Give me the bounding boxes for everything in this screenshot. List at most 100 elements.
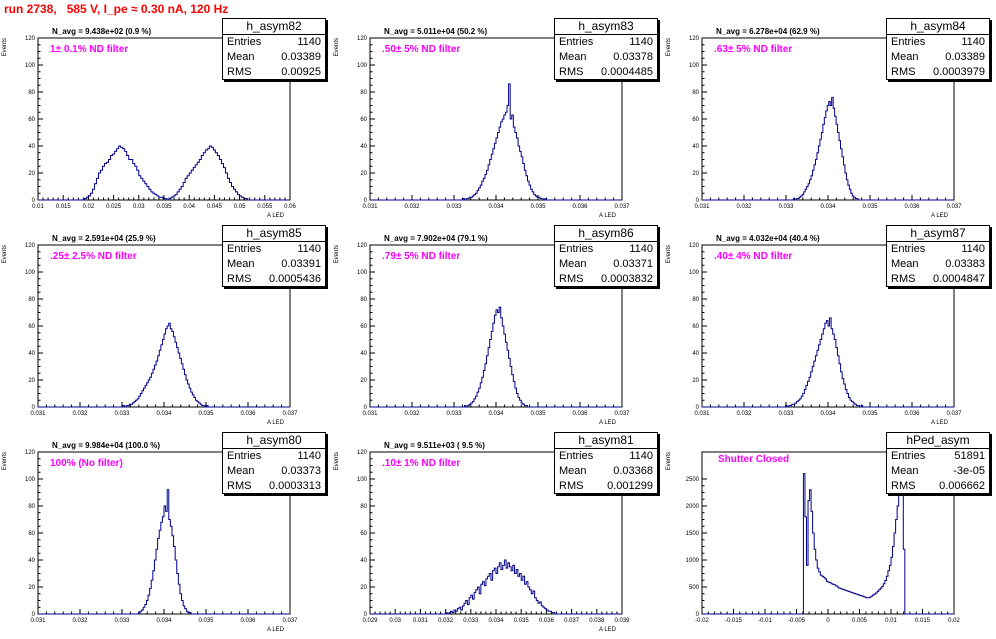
stats-box: h_asym87 Entries 1140 Mean 0.03383 RMS 0.00048…	[886, 225, 990, 287]
histogram-bin	[830, 318, 832, 407]
histogram-bin	[820, 340, 822, 408]
stats-label: Mean	[891, 51, 919, 63]
histogram-plot: 0.031 0.032 0.033 0.034 0.035 0.036 0.037 0 20 40…	[334, 243, 630, 426]
y-tick-label: 40	[360, 351, 367, 357]
stats-value: 0.0004485	[601, 66, 653, 78]
histogram-bin	[886, 576, 888, 614]
x-axis-title: A LED	[267, 420, 285, 426]
histogram-bin	[153, 369, 155, 407]
histogram-panel-h_asym84: 0.031 0.032 0.033 0.034 0.035 0.036 0.037 0 20 40…	[664, 18, 996, 225]
histogram-bin	[162, 340, 164, 408]
histogram-bin	[833, 334, 835, 407]
stats-value: 1140	[629, 36, 653, 48]
stats-label: Mean	[227, 258, 255, 270]
histogram-bin	[503, 565, 505, 614]
histogram-line	[38, 489, 290, 615]
y-tick-label: 40	[28, 558, 35, 564]
histogram-bin	[472, 599, 474, 614]
histogram-bin	[889, 565, 891, 614]
histogram-bin	[833, 584, 835, 614]
y-tick-label: 0	[696, 612, 700, 618]
histogram-bin	[848, 591, 850, 614]
histogram-bin	[826, 111, 827, 200]
stats-histogram-name: h_asym81	[555, 433, 657, 449]
histogram-panel-h_asym80: 0.031 0.032 0.033 0.034 0.035 0.036 0.037 0 20 40…	[0, 432, 332, 639]
x-tick-label: 0.034	[488, 618, 504, 624]
histogram-bin	[494, 568, 496, 614]
stats-row-entries: Entries 1140	[223, 242, 325, 257]
stats-row-mean: Mean 0.03368	[555, 464, 657, 479]
stats-label: RMS	[227, 66, 252, 78]
histogram-bin	[822, 576, 824, 614]
stats-label: Mean	[559, 258, 587, 270]
stats-value: 0.0003313	[269, 480, 321, 492]
stats-label: Entries	[227, 243, 262, 255]
histogram-bin	[203, 153, 205, 200]
histogram-plot: 0.031 0.032 0.033 0.034 0.035 0.036 0.037 0 20 40…	[2, 243, 298, 426]
histogram-bin	[135, 166, 137, 200]
x-tick-label: 0.034	[156, 618, 172, 624]
stats-row-rms: RMS 0.0003313	[223, 479, 325, 494]
x-tick-label: 0.036	[904, 411, 920, 417]
stats-row-rms: RMS 0.006662	[887, 479, 989, 494]
x-tick-label: 0.036	[240, 411, 256, 417]
x-tick-label: 0.035	[862, 204, 878, 210]
y-tick-label: 80	[692, 90, 699, 96]
histogram-bin	[528, 587, 530, 614]
stats-value: 0.0003979	[933, 66, 985, 78]
histogram-bin	[820, 139, 821, 200]
stats-row-mean: Mean 0.03383	[887, 257, 989, 272]
navg-label: N_avg = 7.902e+04 (79.1 %)	[384, 234, 488, 243]
y-tick-label: 100	[357, 63, 368, 69]
x-tick-label: 0.05	[234, 204, 246, 210]
histogram-bin	[205, 150, 207, 200]
histogram-panel-h_asym81: 0.029 0.03 0.031 0.032 0.033 0.034 0.035 0.036 0…	[332, 432, 664, 639]
histogram-bin	[879, 590, 881, 614]
histogram-bin	[501, 122, 503, 200]
histogram-bin	[484, 586, 486, 614]
histogram-bin	[141, 178, 143, 200]
stats-value: 0.03389	[945, 51, 985, 63]
stats-histogram-name: h_asym80	[223, 433, 325, 449]
histogram-bin	[835, 116, 836, 200]
y-tick-label: 120	[689, 36, 700, 42]
histogram-bin	[525, 584, 527, 614]
stats-histogram-name: h_asym85	[223, 226, 325, 242]
histogram-bin	[871, 596, 873, 614]
stats-row-mean: Mean -3e-05	[887, 464, 989, 479]
navg-label: N_avg = 4.032e+04 (40.4 %)	[716, 234, 820, 243]
histogram-bin	[836, 124, 837, 200]
x-tick-label: 0.031	[30, 411, 46, 417]
histogram-bin	[521, 580, 523, 614]
x-axis-title: A LED	[267, 213, 285, 219]
stats-row-entries: Entries 1140	[887, 35, 989, 50]
x-tick-label: 0.031	[413, 618, 429, 624]
histogram-bin	[197, 162, 199, 200]
stats-value: 0.0004847	[933, 273, 985, 285]
x-tick-label: 0.034	[156, 411, 172, 417]
histogram-bin	[501, 569, 503, 614]
x-tick-label: 0.015	[56, 204, 72, 210]
histogram-bin	[843, 590, 845, 614]
histogram-bin	[868, 598, 870, 614]
y-tick-label: 100	[689, 63, 700, 69]
stats-label: Mean	[559, 51, 587, 63]
y-tick-label: 20	[28, 378, 35, 384]
histogram-bin	[159, 530, 161, 614]
histogram-bin	[876, 593, 878, 614]
histogram-bin	[856, 594, 858, 614]
y-tick-label: 0	[364, 405, 368, 411]
histogram-bin	[483, 582, 485, 614]
histogram-bin	[150, 377, 152, 407]
histogram-bin	[857, 595, 859, 614]
stats-value: 0.00925	[281, 66, 321, 78]
histogram-plot: 0.029 0.03 0.031 0.032 0.033 0.034 0.035 0.036 0…	[334, 450, 630, 633]
histogram-bin	[107, 162, 109, 200]
histogram-bin	[199, 160, 201, 201]
histogram-bin	[897, 506, 899, 614]
x-tick-label: 0.031	[694, 411, 710, 417]
histogram-bin	[834, 585, 836, 614]
histogram-bin	[826, 582, 828, 614]
histogram-line	[38, 322, 290, 408]
y-axis-title: Events	[334, 452, 340, 470]
